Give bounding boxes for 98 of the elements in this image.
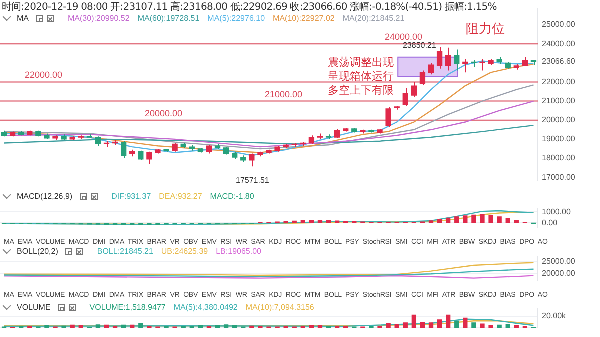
bar bbox=[250, 326, 254, 328]
bar bbox=[386, 323, 391, 328]
bar bbox=[309, 326, 314, 328]
bar bbox=[428, 220, 434, 224]
ref-line-label: 24000.00 bbox=[385, 32, 423, 42]
ref-line-label: 22000.00 bbox=[25, 70, 63, 80]
bar bbox=[420, 322, 426, 328]
bar bbox=[198, 325, 204, 328]
y-tick-label: 25000.00 bbox=[542, 257, 576, 266]
candlestick bbox=[78, 135, 84, 140]
y-tick-label: 18000.00 bbox=[542, 154, 576, 163]
text: MA(30):20990.52 bbox=[68, 14, 130, 23]
chart-title: VOLUME bbox=[17, 303, 51, 312]
bar bbox=[472, 214, 476, 224]
text: UB:24625.39 bbox=[161, 247, 208, 256]
bar bbox=[394, 324, 400, 328]
series-label: MA(5):4,380.0492 bbox=[174, 303, 238, 312]
bar bbox=[488, 326, 494, 328]
y-tick-label: 19000.00 bbox=[542, 134, 576, 144]
y-tick-label: 20000.00 bbox=[542, 268, 576, 278]
bar bbox=[514, 220, 519, 224]
bar bbox=[428, 322, 434, 328]
y-tick-label: 17000.00 bbox=[542, 172, 576, 182]
chart-title: BOLL(20,2) bbox=[17, 247, 58, 256]
bar bbox=[480, 324, 485, 328]
bar bbox=[104, 324, 110, 328]
bar bbox=[121, 324, 126, 328]
bar bbox=[138, 323, 144, 328]
bar bbox=[318, 326, 323, 328]
candlestick bbox=[86, 134, 92, 139]
y-tick-label: 25000.00 bbox=[542, 20, 576, 30]
text: MA(60):19728.51 bbox=[138, 14, 200, 23]
bar bbox=[318, 220, 323, 224]
bar bbox=[437, 320, 442, 328]
candlestick bbox=[189, 144, 195, 152]
bar bbox=[497, 324, 502, 328]
ref-line-label: 20000.00 bbox=[145, 108, 183, 118]
bar bbox=[446, 314, 451, 328]
bar bbox=[506, 324, 510, 328]
y-tick-label: 24000.00 bbox=[542, 39, 576, 48]
text: MACD:-1.80 bbox=[210, 192, 254, 201]
candlestick bbox=[52, 135, 58, 141]
bar bbox=[62, 326, 66, 328]
bar bbox=[454, 320, 460, 328]
candlestick bbox=[61, 134, 67, 141]
bar bbox=[78, 326, 84, 328]
candlestick bbox=[70, 136, 76, 141]
bar bbox=[232, 325, 238, 328]
candlestick bbox=[326, 134, 332, 140]
bar bbox=[224, 324, 229, 328]
text: MA bbox=[17, 14, 29, 23]
candlestick bbox=[317, 133, 324, 140]
band-label: 震荡调整出现呈现箱体运行多空上下有限 bbox=[328, 56, 394, 97]
bar bbox=[215, 326, 220, 328]
y-tick-label: 1000.00 bbox=[542, 207, 572, 216]
bar bbox=[309, 220, 314, 224]
bar bbox=[70, 324, 75, 328]
candlestick bbox=[146, 151, 152, 165]
y-tick-label: 20.00k bbox=[542, 312, 568, 321]
bar bbox=[506, 218, 510, 224]
text: LB:19065.00 bbox=[216, 247, 262, 256]
ref-line-label: 21000.00 bbox=[265, 89, 303, 100]
bar bbox=[437, 219, 442, 224]
bar bbox=[44, 325, 50, 328]
text: MA(5):22976.10 bbox=[208, 14, 266, 23]
text: DIF:931.37 bbox=[112, 192, 152, 201]
bar bbox=[412, 314, 417, 328]
bar bbox=[96, 324, 101, 328]
bar bbox=[454, 216, 460, 224]
candlestick bbox=[394, 106, 400, 110]
annotation: 阻力位 bbox=[466, 21, 505, 38]
bar bbox=[463, 216, 468, 224]
bar bbox=[292, 220, 297, 224]
chart-subtitle: 时间:2020-12-19 08:00 开:23107.11 高:23168.00 低:22902.69 收:23066.60 涨幅:-0.18%(-40.51) 振幅:1.15% bbox=[2, 0, 497, 14]
y-tick-label: 0.00 bbox=[542, 218, 558, 228]
text: BOLL:21845.21 bbox=[97, 247, 154, 256]
bar bbox=[130, 324, 135, 328]
text: MA(10):22927.02 bbox=[273, 14, 335, 23]
bar bbox=[480, 214, 485, 224]
bar bbox=[403, 322, 408, 328]
y-tick-label: 23066.60 bbox=[542, 57, 576, 66]
y-tick-label: 22000.00 bbox=[542, 77, 576, 86]
text: MA(20):21845.21 bbox=[342, 14, 405, 23]
text: DEA:932.27 bbox=[159, 192, 202, 201]
bar bbox=[326, 220, 332, 224]
bar bbox=[488, 215, 494, 224]
bar bbox=[497, 216, 502, 224]
bar bbox=[300, 220, 306, 224]
y-tick-label: 21000.00 bbox=[542, 96, 576, 106]
bar bbox=[514, 326, 519, 328]
chart-title: MACD(12,26,9) bbox=[17, 192, 73, 201]
annotation: 17571.51 bbox=[236, 176, 270, 185]
series-label: VOLUME:1,518.9477 bbox=[90, 303, 166, 312]
bar bbox=[463, 318, 468, 328]
y-tick-label: 20000.00 bbox=[542, 116, 576, 125]
bar bbox=[446, 218, 451, 224]
series-label: MA(10):7,094.3156 bbox=[246, 303, 314, 312]
bar bbox=[472, 322, 476, 328]
